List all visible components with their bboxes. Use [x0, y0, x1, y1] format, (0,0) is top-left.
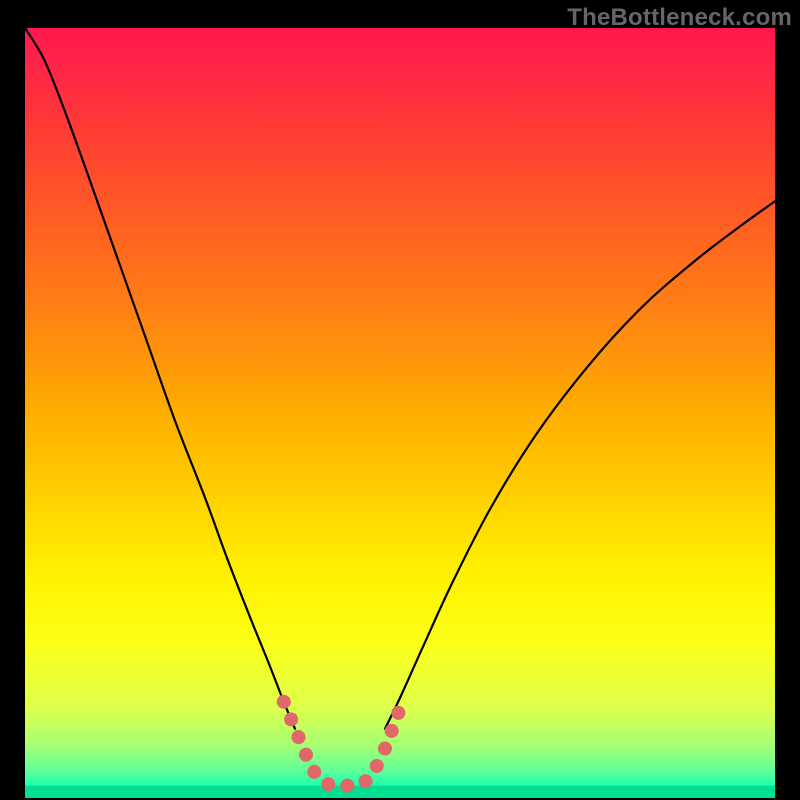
watermark-text: TheBottleneck.com [567, 4, 792, 32]
bottleneck-chart [0, 0, 800, 800]
bottom-band [25, 786, 775, 798]
gradient-background [25, 28, 775, 798]
